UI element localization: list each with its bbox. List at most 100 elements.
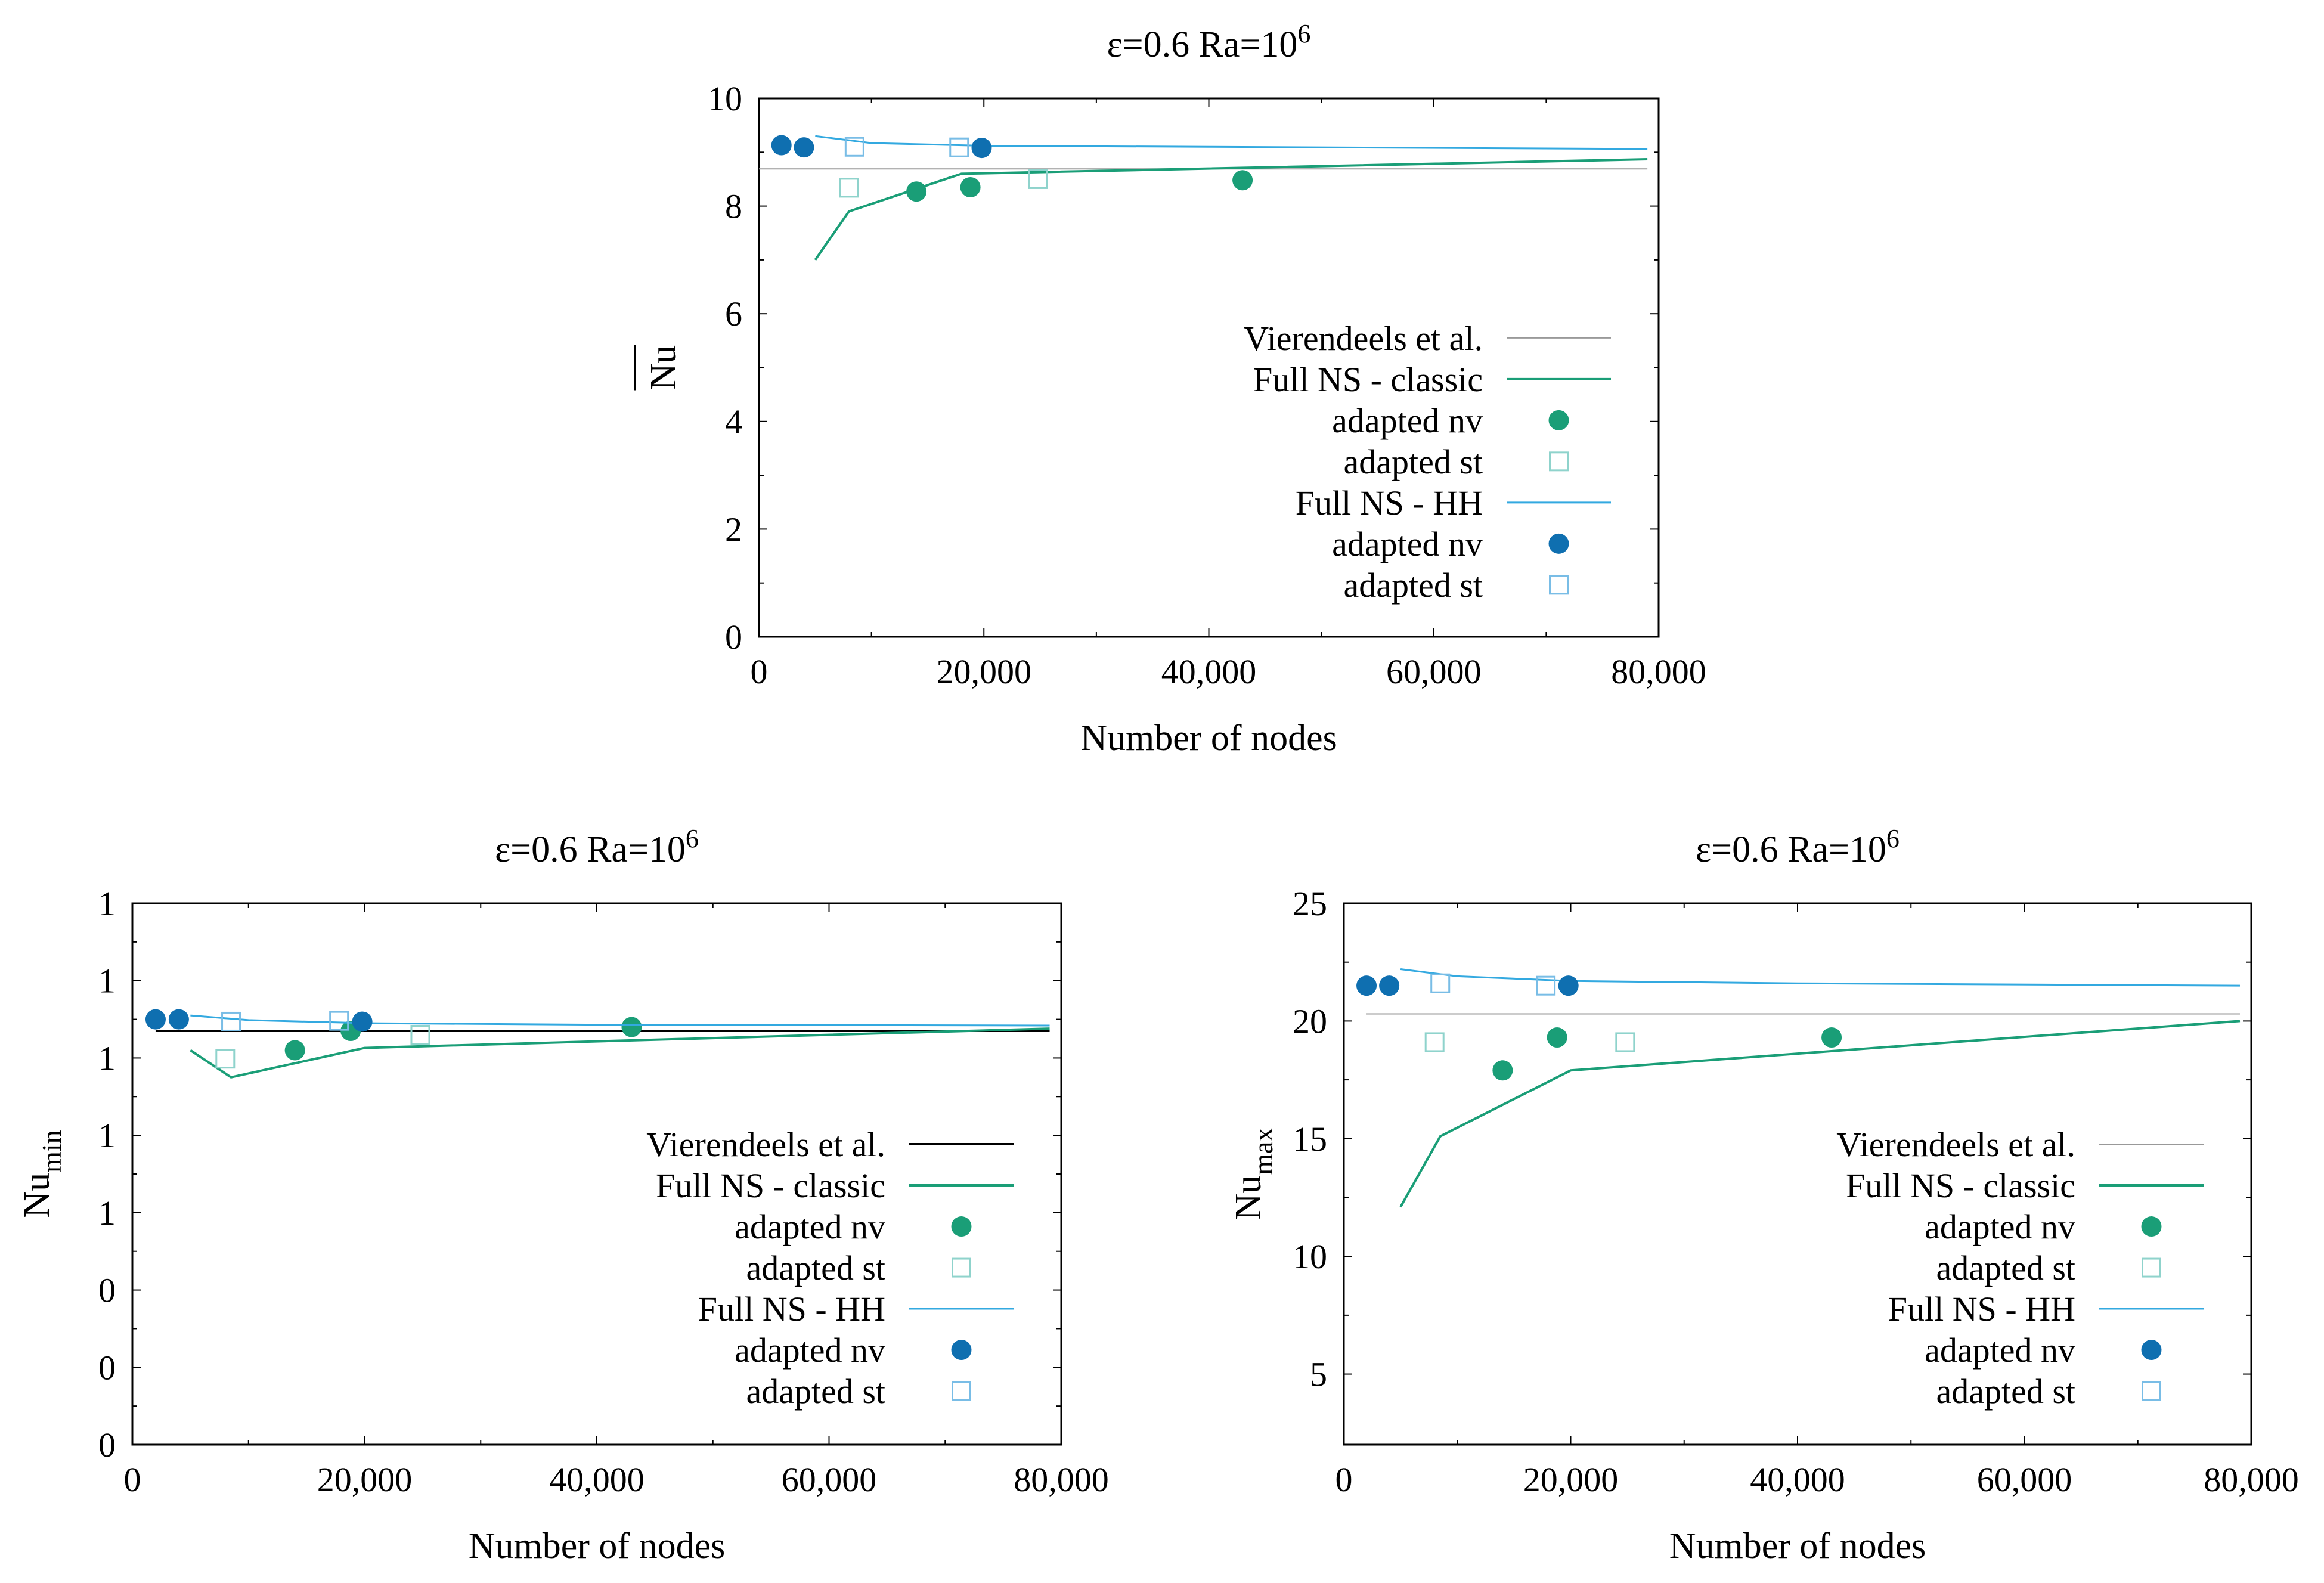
legend-label: adapted nv xyxy=(1925,1207,2075,1246)
y-axis-label-main: Nu xyxy=(1228,1175,1269,1220)
y-tick-label: 1 xyxy=(98,962,116,1000)
legend-label: adapted st xyxy=(746,1372,885,1411)
data-point-circle xyxy=(1821,1027,1842,1048)
series-line xyxy=(190,1014,1050,1027)
data-point-circle xyxy=(1232,170,1253,191)
legend-circle-swatch xyxy=(951,1340,972,1361)
data-point-circle xyxy=(971,138,992,159)
legend-label: Vierendeels et al. xyxy=(1244,319,1483,358)
x-tick-label: 0 xyxy=(751,652,768,691)
y-axis-label-main: Nu xyxy=(643,345,684,391)
legend-label: Full NS - HH xyxy=(1296,484,1483,522)
legend-label: Full NS - HH xyxy=(1888,1290,2075,1328)
data-point-square xyxy=(1536,975,1556,996)
y-tick-label: 4 xyxy=(725,402,742,441)
x-tick-label: 60,000 xyxy=(1386,652,1482,691)
legend-label: Vierendeels et al. xyxy=(646,1125,885,1164)
y-tick-label: 1 xyxy=(98,884,116,923)
data-point-square xyxy=(221,1011,241,1031)
legend-label: Full NS - HH xyxy=(698,1290,885,1328)
x-axis-label: Number of nodes xyxy=(1669,1526,1926,1566)
legend-square-swatch xyxy=(952,1381,971,1401)
y-tick-label: 25 xyxy=(1293,884,1327,923)
series-line xyxy=(190,1027,1050,1079)
legend-circle-swatch xyxy=(1548,410,1569,430)
series-line xyxy=(1400,968,2240,987)
y-axis-label: Numax xyxy=(1228,1128,1278,1220)
legend-square-swatch xyxy=(2142,1381,2161,1401)
x-tick-label: 0 xyxy=(124,1460,141,1499)
data-point-circle xyxy=(352,1011,373,1032)
chart-title-exponent: 6 xyxy=(1297,19,1310,48)
plot-area xyxy=(145,1009,1050,1079)
data-point-square xyxy=(1424,1032,1445,1052)
data-point-square xyxy=(839,178,859,198)
data-point-circle xyxy=(1379,975,1400,996)
x-tick-label: 40,000 xyxy=(1161,652,1257,691)
chart-title: ε=0.6 Ra=106 xyxy=(495,824,699,870)
x-tick-label: 80,000 xyxy=(2204,1460,2299,1499)
y-axis-label: Nu xyxy=(643,345,684,391)
legend-label: Full NS - classic xyxy=(656,1166,885,1205)
y-tick-label: 5 xyxy=(1310,1355,1327,1394)
series-line xyxy=(814,158,1648,261)
data-point-square xyxy=(215,1049,236,1069)
x-axis-label: Number of nodes xyxy=(1080,718,1337,758)
chart-nu-max: ε=0.6 Ra=106 0 20,000 40,000 60,000 80,000 5 10… xyxy=(1228,824,2299,1566)
data-point-circle xyxy=(771,135,792,156)
y-tick-label: 2 xyxy=(725,510,742,549)
data-point-circle xyxy=(1558,975,1579,996)
legend: Vierendeels et al.Full NS - classicadapt… xyxy=(1836,1125,2204,1411)
y-axis-label-subscript: max xyxy=(1248,1128,1278,1175)
y-tick-label: 6 xyxy=(725,295,742,333)
chart-title-exponent: 6 xyxy=(1886,824,1900,853)
data-point-square xyxy=(844,137,864,157)
data-point-circle xyxy=(1356,975,1377,996)
legend: Vierendeels et al.Full NS - classicadapt… xyxy=(1244,319,1611,605)
legend-square-swatch xyxy=(1549,451,1569,472)
legend-label: Vierendeels et al. xyxy=(1836,1125,2075,1164)
legend-label: adapted st xyxy=(746,1249,885,1287)
data-point-circle xyxy=(621,1017,642,1037)
legend-label: Full NS - classic xyxy=(1846,1166,2075,1205)
legend: Vierendeels et al.Full NS - classicadapt… xyxy=(646,1125,1014,1411)
x-tick-label: 40,000 xyxy=(549,1460,644,1499)
y-tick-label: 15 xyxy=(1293,1120,1327,1158)
y-axis-label: Numin xyxy=(17,1130,67,1218)
legend-square-swatch xyxy=(1549,575,1569,595)
legend-square-swatch xyxy=(952,1257,971,1278)
data-point-circle xyxy=(906,181,927,202)
legend-label: Full NS - classic xyxy=(1253,360,1483,399)
x-tick-label: 20,000 xyxy=(937,652,1032,691)
plot-frame xyxy=(758,97,1660,638)
legend-label: adapted nv xyxy=(735,1207,885,1246)
x-tick-label: 60,000 xyxy=(782,1460,877,1499)
chart-title-exponent: 6 xyxy=(686,824,699,853)
x-axis-label: Number of nodes xyxy=(469,1526,725,1566)
y-tick-label: 8 xyxy=(725,187,742,226)
y-tick-label: 1 xyxy=(98,1116,116,1155)
plot-area xyxy=(1356,968,2241,1208)
data-point-square xyxy=(1430,973,1451,993)
legend-label: adapted st xyxy=(1936,1372,2075,1411)
data-point-circle xyxy=(960,176,981,197)
chart-title-main: ε=0.6 Ra=10 xyxy=(1696,829,1886,870)
y-tick-label: 0 xyxy=(98,1348,116,1387)
legend-circle-swatch xyxy=(2141,1216,2162,1237)
data-point-circle xyxy=(1547,1027,1567,1048)
data-point-square xyxy=(1028,169,1048,189)
y-tick-label: 1 xyxy=(98,1039,116,1077)
chart-title: ε=0.6 Ra=106 xyxy=(1107,19,1311,65)
data-point-circle xyxy=(168,1009,189,1030)
data-point-circle xyxy=(794,137,814,158)
legend-label: adapted st xyxy=(1343,442,1483,481)
plot-frame xyxy=(131,902,1062,1446)
chart-title-main: ε=0.6 Ra=10 xyxy=(1107,24,1298,65)
y-tick-label: 10 xyxy=(708,79,742,118)
data-point-square xyxy=(1615,1032,1635,1052)
legend-circle-swatch xyxy=(951,1216,972,1237)
x-tick-label: 40,000 xyxy=(1750,1460,1845,1499)
legend-label: adapted nv xyxy=(1332,401,1483,440)
